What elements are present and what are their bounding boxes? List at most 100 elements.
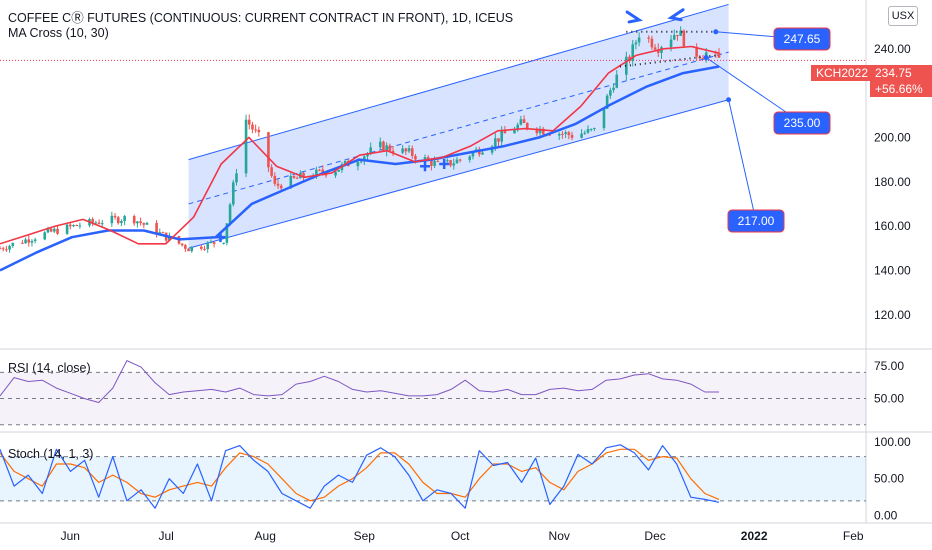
candle-body: [602, 108, 606, 129]
callout-box: [773, 111, 831, 135]
stoch-tick-label: 100.00: [874, 435, 911, 449]
candle-body: [682, 30, 686, 47]
candle-body: [155, 222, 158, 235]
rsi-line: [0, 360, 719, 403]
candle-body: [391, 150, 395, 153]
candle-body: [647, 37, 651, 39]
y-tick-label: 180.00: [874, 175, 911, 189]
candle-body: [254, 129, 257, 131]
candle-body: [91, 219, 94, 223]
candle-body: [410, 148, 414, 156]
candle-body: [1, 248, 5, 250]
indicator-label[interactable]: MA Cross (10, 30): [8, 26, 109, 40]
y-tick-label: 200.00: [874, 130, 911, 144]
candle-body: [139, 221, 142, 224]
ma-slow-line: [0, 65, 720, 272]
candle-body: [695, 46, 698, 57]
callout-label: 235.00: [784, 116, 821, 130]
candle-body: [97, 222, 101, 224]
candle-body: [206, 242, 210, 250]
candle-body: [500, 130, 504, 142]
candle-body: [276, 183, 280, 186]
candle-body: [49, 228, 53, 232]
x-tick-label: Jun: [61, 529, 80, 543]
candle-body: [295, 177, 299, 179]
candle-body: [414, 155, 417, 160]
candle-body: [656, 49, 660, 53]
candle-body: [123, 216, 126, 222]
candle-body: [257, 129, 261, 133]
candle-body: [672, 34, 676, 40]
candle-body: [605, 95, 609, 109]
callout-label: 217.00: [738, 214, 775, 228]
candle-body: [69, 224, 72, 227]
candle-body: [634, 42, 638, 45]
stoch-k-line: [0, 444, 720, 509]
candle-body: [33, 239, 37, 242]
callout-box: [773, 27, 831, 51]
candle-body: [494, 138, 497, 147]
candle-body: [378, 141, 382, 148]
currency-button[interactable]: USX: [888, 6, 918, 26]
chart-title: COFFEE CⓇ FUTURES (CONTINUOUS: CURRENT C…: [8, 11, 514, 25]
candle-body: [407, 148, 411, 152]
candle-body: [455, 159, 459, 164]
candle-body: [481, 152, 484, 155]
cross-marker-icon: [215, 232, 226, 243]
x-tick-label: Dec: [644, 529, 665, 543]
candle-body: [548, 134, 551, 136]
candle-body: [212, 242, 216, 244]
last-price-tag: 234.75: [870, 65, 932, 81]
y-tick-label: 240.00: [874, 42, 911, 56]
candle-body: [27, 239, 31, 243]
rsi-tick-label: 75.00: [874, 359, 904, 373]
candle-body: [525, 122, 529, 129]
candle-body: [244, 119, 248, 174]
channel-upper-line: [188, 3, 729, 161]
candle-body: [615, 74, 619, 88]
parallel-channel-fill: [188, 4, 729, 249]
cross-marker-icon: [439, 159, 450, 170]
candle-body: [5, 249, 8, 251]
callout-anchor: [713, 29, 719, 35]
candle-body: [631, 44, 635, 62]
candle-body: [609, 90, 612, 96]
candle-body: [180, 243, 184, 246]
ma-fast-line: [0, 45, 720, 245]
candle-body: [21, 242, 24, 244]
candle-body: [589, 128, 593, 130]
candle-body: [56, 228, 59, 234]
candle-body: [113, 215, 117, 218]
y-tick-label: 140.00: [874, 263, 911, 277]
candle-body: [46, 228, 50, 233]
candle-body: [583, 132, 587, 134]
candle-body: [132, 216, 136, 224]
candle-body: [110, 215, 114, 224]
candle-body: [337, 170, 341, 172]
candle-body: [72, 224, 75, 227]
candle-body: [120, 221, 123, 224]
candle-body: [289, 175, 293, 189]
candle-body: [100, 223, 104, 225]
candle-body: [401, 148, 404, 153]
candle-body: [356, 162, 360, 167]
candle-body: [430, 159, 433, 166]
candle-body: [209, 242, 213, 244]
candle-body: [564, 132, 567, 134]
candle-body: [116, 217, 120, 224]
candle-body: [270, 167, 273, 176]
candle-body: [75, 224, 78, 226]
candle-body: [436, 161, 440, 163]
candle-body: [516, 124, 519, 131]
callout-anchor: [726, 97, 732, 103]
candle-body: [669, 39, 673, 48]
candle-body: [701, 58, 705, 60]
candle-body: [449, 160, 452, 166]
candle-body: [0, 248, 2, 250]
candle-body: [142, 223, 146, 225]
callout-anchor: [703, 55, 709, 61]
candle-body: [612, 87, 615, 91]
candle-body: [446, 160, 449, 162]
candle-body: [586, 129, 590, 133]
candle-body: [292, 175, 296, 178]
